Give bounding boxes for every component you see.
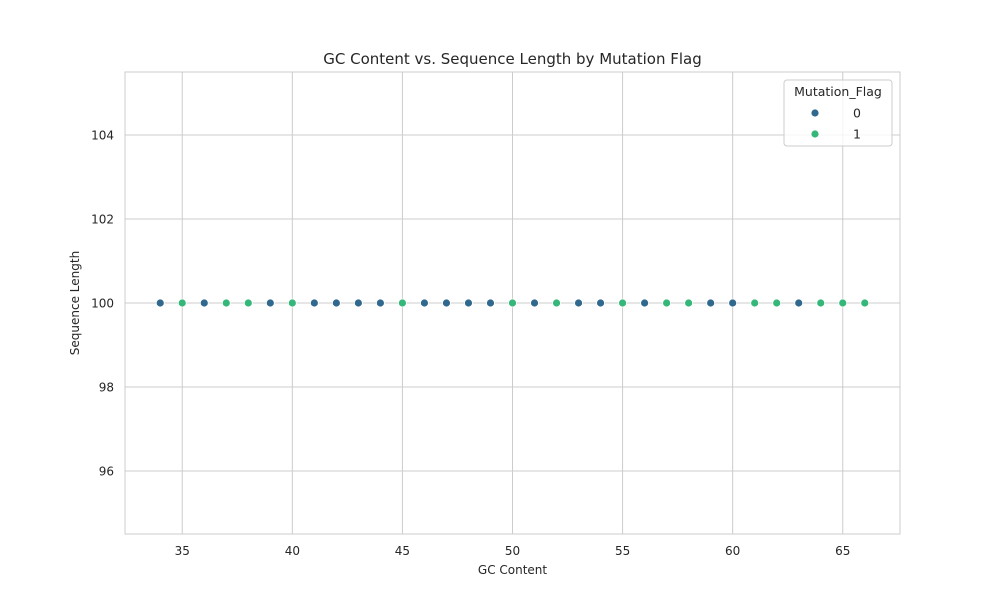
legend-label: 1: [853, 127, 861, 142]
data-point: [816, 298, 826, 308]
data-point: [486, 298, 495, 308]
data-point: [199, 298, 209, 308]
data-point: [574, 298, 583, 308]
x-tick-label: 55: [615, 544, 630, 558]
data-point: [772, 298, 782, 308]
plot-area: [124, 71, 901, 535]
data-point: [265, 298, 275, 308]
x-tick-label: 50: [505, 544, 520, 558]
data-point: [750, 298, 760, 308]
data-point: [309, 298, 319, 308]
chart-title: GC Content vs. Sequence Length by Mutati…: [323, 50, 701, 68]
data-points: [155, 298, 870, 308]
legend-marker: [810, 108, 820, 118]
x-tick-label: 40: [285, 544, 300, 558]
data-point: [221, 298, 231, 308]
data-point: [684, 298, 694, 308]
y-tick-label: 96: [99, 465, 114, 479]
legend-label: 0: [853, 106, 861, 121]
data-point: [596, 298, 605, 308]
data-point: [331, 298, 341, 308]
legend-title: Mutation_Flag: [794, 84, 882, 99]
data-point: [155, 298, 165, 308]
data-point: [420, 298, 429, 308]
x-axis-label: GC Content: [478, 563, 548, 577]
y-tick-label: 98: [99, 381, 114, 395]
data-point: [838, 298, 848, 308]
data-point: [177, 298, 187, 308]
data-point: [860, 298, 870, 308]
data-point: [552, 298, 561, 308]
data-point: [530, 298, 539, 308]
y-axis-ticks: 96 98 100 102 104: [91, 129, 114, 479]
data-point: [464, 298, 473, 308]
x-axis-ticks: 35 40 45 50 55 60 65: [175, 544, 851, 558]
legend-entries: 01: [810, 106, 861, 142]
legend-marker: [810, 129, 820, 139]
y-tick-label: 102: [91, 213, 114, 227]
y-tick-label: 100: [91, 297, 114, 311]
x-tick-label: 65: [835, 544, 850, 558]
data-point: [618, 298, 627, 308]
x-tick-label: 60: [725, 544, 740, 558]
data-point: [353, 298, 363, 308]
data-point: [287, 298, 297, 308]
x-tick-label: 45: [395, 544, 410, 558]
data-point: [706, 298, 716, 308]
y-axis-label: Sequence Length: [68, 251, 82, 355]
data-point: [398, 298, 407, 308]
data-point: [243, 298, 253, 308]
y-tick-label: 104: [91, 129, 114, 143]
data-point: [728, 298, 738, 308]
data-point: [662, 298, 672, 308]
data-point: [640, 298, 650, 308]
data-point: [375, 298, 385, 308]
data-point: [442, 298, 451, 308]
legend-box: [783, 79, 893, 147]
data-point: [794, 298, 804, 308]
x-tick-label: 35: [175, 544, 190, 558]
legend: Mutation_Flag 01: [783, 79, 893, 147]
data-point: [508, 298, 517, 308]
